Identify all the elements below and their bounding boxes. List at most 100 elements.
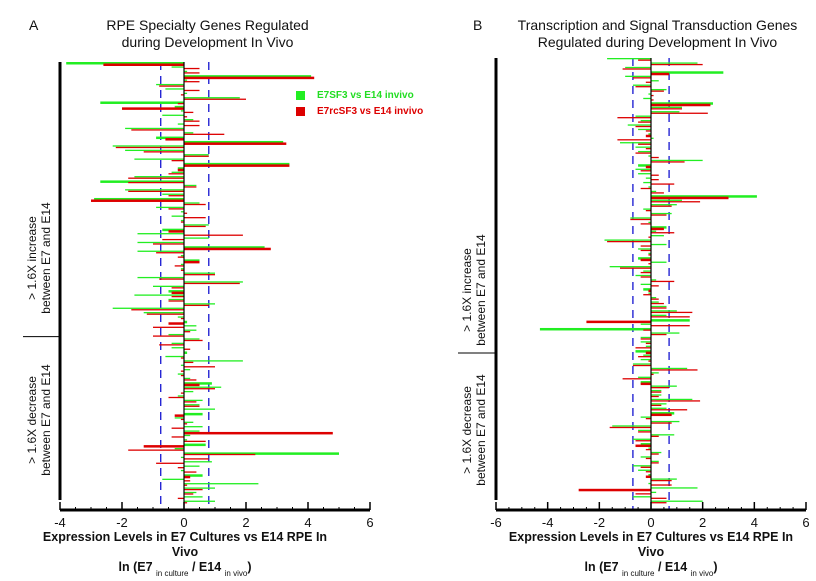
panel-a-plot: -4 -2 0 2 4 6 [23,62,374,530]
panel-a-bar-green [184,79,188,81]
panel-a-bar-red [174,414,184,417]
panel-b-bar-green [640,323,651,325]
panel-b-bar-red [648,263,651,265]
panel-b-title-line1: Transcription and Signal Transduction Ge… [517,17,798,33]
panel-a-bar-green [184,272,215,274]
panel-a-bar-green [168,298,184,301]
panel-b-bar-red [651,161,685,163]
panel-b-bar-green [651,137,654,139]
panel-a-bar-red [128,177,184,179]
panel-a-bar-green [184,439,188,441]
panel-b-bar-red [651,479,672,482]
panel-a-bar-green [184,491,197,494]
panel-a-bar-green [184,202,200,204]
panel-a-bar-green [184,224,209,226]
panel-b-bar-green [651,261,667,263]
panel-a-bar-green [184,390,194,393]
panel-b-bar-green [651,385,677,387]
panel-a-bar-green [143,312,184,314]
panel-a-bar-red [184,217,206,219]
panel-a-bar-green [134,158,184,160]
panel-a-bar-red [180,221,184,223]
panel-a-bar-red [184,225,206,228]
panel-a-bar-red [184,274,215,276]
panel-a-bar-red [184,480,191,482]
panel-a-bar-green [165,88,184,90]
panel-b-bar-green [638,248,651,250]
panel-a-bar-red [153,335,184,337]
panel-b-bar-green [643,181,651,184]
panel-b-bar-green [651,398,693,401]
panel-b-bar-green [607,58,651,60]
panel-a-xlabel-line1: Expression Levels in E7 Cultures vs E14 … [42,530,328,559]
panel-a-bar-red [171,291,184,295]
panel-a-bar-red [184,116,188,118]
panel-a-bar-red [184,458,209,460]
panel-a-bar-red [184,484,188,486]
panel-b-bar-green [648,482,651,485]
panel-b-bar-green [635,146,651,148]
panel-b-bar-green [648,186,651,188]
panel-b-bar-red [651,462,659,464]
panel-a-xlabel-prefix: ln (E7 [118,560,153,574]
panel-b-bar-green [651,314,667,316]
panel-a-bar-green [168,333,184,336]
panel-a-bar-green [66,62,184,65]
panel-a-x-tick-label: -4 [54,515,66,530]
panel-b-bar-green [640,416,651,418]
panel-a-bar-red [180,370,184,372]
panel-b-bar-red [640,466,651,468]
panel-a-bar-red [184,124,200,127]
panel-a-bar-green [171,347,184,349]
panel-a-bar-green [156,206,184,209]
panel-b-bar-green [651,403,667,405]
panel-b-bar-green [651,62,698,64]
panel-b-bar-green [651,80,659,82]
panel-b-bar-green [638,257,651,260]
panel-b-bar-red [651,316,690,318]
panel-a-bar-green [184,382,212,385]
panel-a-bar-green [162,193,184,195]
panel-b-bar-green [640,283,651,286]
panel-a-title-line1: RPE Specialty Genes Regulated [106,17,309,33]
panel-b-bar-red [617,139,651,141]
panel-a-bar-red [131,309,184,311]
panel-b-bar-red [635,152,651,154]
panel-a-bar-green [171,342,184,345]
panel-a-bar-red [184,120,200,122]
panel-a-bar-red [184,361,194,364]
panel-a-bar-red [91,199,184,202]
panel-a-bar-green [153,285,184,287]
panel-b-bar-red [635,444,651,448]
panel-a-bar-green [134,294,184,296]
panel-b-bar-red [651,307,667,309]
panel-a-bar-red [184,304,209,307]
panel-b-bar-green [643,97,651,100]
panel-a-title-line2: during Development In Vivo [121,34,294,50]
panel-b-bar-green [651,102,713,105]
panel-a-bar-green [184,303,215,305]
panel-b-bar-green [651,106,682,108]
panel-b-bar-green [640,456,651,458]
panel-a-bar-green [180,469,184,472]
panel-b-bar-green [651,389,662,392]
panel-a-bar-green [100,180,184,183]
panel-a-bar-red [162,238,184,241]
panel-b-bar-red [645,209,651,212]
panel-b-bar-green [609,266,651,268]
legend-swatch-green [296,90,305,100]
panel-a-bar-green [184,421,194,423]
panel-a-bar-green [171,66,184,68]
panel-b-bar-red [651,99,654,101]
panel-b-bar-green [651,407,667,409]
panel-a-bar-green [174,105,184,109]
panel-b-bar-red [645,448,651,451]
panel-b-bar-red [651,325,690,327]
panel-a-bar-green [184,237,209,239]
panel-b-bar-green [638,128,651,131]
panel-b-bar-green [651,296,657,299]
panel-b-bar-red [622,68,651,70]
panel-b-bar-green [638,469,651,471]
panel-a-bar-green [184,119,194,121]
panel-a-bar-green [184,399,203,402]
